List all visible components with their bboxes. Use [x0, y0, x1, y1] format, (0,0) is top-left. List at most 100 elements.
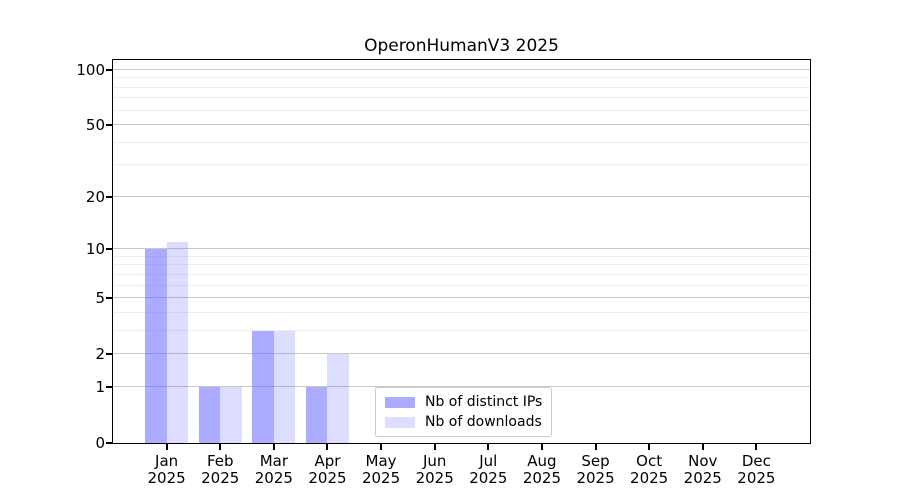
x-tick-label: Jun 2025: [395, 453, 475, 487]
minor-gridline: [113, 86, 810, 88]
x-tick-mark: [380, 444, 383, 450]
bar-ips-jan: [145, 249, 167, 443]
x-tick-label-line: 2025: [147, 469, 186, 487]
x-tick-label-line: Nov: [688, 452, 718, 470]
x-tick-label-line: Jun: [422, 452, 447, 470]
y-tick-mark: [106, 195, 112, 198]
x-tick-label: Sep 2025: [556, 453, 636, 487]
x-tick-label-line: Jul: [479, 452, 498, 470]
x-tick-label-line: 2025: [576, 469, 615, 487]
bar-downloads-feb: [220, 386, 242, 443]
x-tick-label-line: 2025: [308, 469, 347, 487]
y-tick-mark: [106, 248, 112, 251]
bar-downloads-apr: [327, 354, 349, 443]
plot-area: Nb of distinct IPs Nb of downloads: [112, 59, 811, 444]
x-tick-label: Jul 2025: [448, 453, 528, 487]
x-tick-mark: [755, 444, 758, 450]
minor-gridline: [113, 284, 810, 286]
y-tick-label: 50: [85, 116, 105, 135]
minor-gridline: [113, 329, 810, 331]
bar-ips-apr: [306, 386, 328, 443]
minor-gridline: [113, 77, 810, 79]
y-tick-label: 1: [95, 377, 105, 396]
y-tick-mark: [106, 353, 112, 356]
x-tick-label-line: 2025: [737, 469, 776, 487]
legend-swatch: [385, 396, 415, 408]
legend-item: Nb of distinct IPs: [385, 394, 542, 410]
x-tick-label: Dec 2025: [716, 453, 796, 487]
x-tick-label-line: Mar: [259, 452, 288, 470]
x-tick-label-line: Feb: [206, 452, 234, 470]
y-tick-label: 20: [85, 187, 105, 206]
minor-gridline: [113, 255, 810, 257]
x-tick-label: Oct 2025: [609, 453, 689, 487]
x-tick-mark: [648, 444, 651, 450]
x-tick-label-line: 2025: [361, 469, 401, 487]
legend-label: Nb of distinct IPs: [425, 394, 543, 410]
y-tick-mark: [106, 124, 112, 127]
x-tick-label-line: Apr: [314, 452, 341, 470]
x-tick-label-line: Dec: [741, 452, 771, 470]
x-tick-mark: [326, 444, 329, 450]
y-tick-mark: [106, 68, 112, 71]
major-gridline: [113, 353, 810, 355]
x-tick-label-line: Jan: [155, 452, 179, 470]
minor-gridline: [113, 264, 810, 266]
legend-swatch: [385, 416, 415, 428]
y-tick-label: 2: [95, 345, 105, 364]
x-tick-label: May 2025: [341, 453, 421, 487]
x-tick-mark: [594, 444, 597, 450]
x-tick-mark: [219, 444, 222, 450]
x-tick-mark: [540, 444, 543, 450]
minor-gridline: [113, 273, 810, 275]
legend: Nb of distinct IPs Nb of downloads: [375, 387, 553, 437]
y-tick-label: 0: [95, 434, 105, 452]
x-tick-mark: [487, 444, 490, 450]
chart-title: OperonHumanV3 2025: [364, 36, 559, 56]
major-gridline: [113, 68, 810, 70]
x-tick-label-line: 2025: [469, 469, 508, 487]
x-tick-label-line: 2025: [201, 469, 240, 487]
minor-gridline: [113, 141, 810, 143]
legend-item: Nb of downloads: [385, 414, 542, 430]
minor-gridline: [113, 97, 810, 99]
x-tick-mark: [272, 444, 275, 450]
x-tick-mark: [165, 444, 168, 450]
major-gridline: [113, 385, 810, 387]
y-tick-mark: [106, 442, 112, 444]
x-tick-label-line: Sep: [581, 452, 610, 470]
x-tick-label-line: 2025: [415, 469, 454, 487]
major-gridline: [113, 195, 810, 197]
x-tick-label: Aug 2025: [502, 453, 582, 487]
x-tick-label-line: Oct: [636, 452, 663, 470]
bar-downloads-jan: [166, 242, 189, 443]
major-gridline: [113, 248, 810, 250]
minor-gridline: [113, 164, 810, 166]
major-gridline: [113, 297, 810, 299]
y-tick-label: 5: [95, 289, 105, 308]
major-gridline: [113, 124, 810, 126]
y-tick-label: 10: [85, 240, 105, 259]
x-tick-label: Jan 2025: [127, 453, 207, 487]
bar-ips-mar: [252, 330, 274, 443]
x-tick-label-line: Aug: [527, 452, 557, 470]
minor-gridline: [113, 311, 810, 313]
x-tick-label-line: 2025: [522, 469, 562, 487]
y-tick-mark: [106, 297, 112, 300]
x-tick-mark: [433, 444, 436, 450]
bar-ips-feb: [198, 386, 221, 443]
bar-downloads-mar: [273, 330, 296, 443]
x-tick-label: Apr 2025: [287, 453, 367, 487]
x-tick-label: Mar 2025: [234, 453, 314, 487]
x-tick-label-line: May: [365, 452, 397, 470]
x-tick-label: Feb 2025: [180, 453, 260, 487]
x-tick-label: Nov 2025: [663, 453, 743, 487]
minor-gridline: [113, 109, 810, 111]
x-tick-label-line: 2025: [254, 469, 293, 487]
x-tick-label-line: 2025: [683, 469, 722, 487]
x-tick-mark: [701, 444, 704, 450]
legend-label: Nb of downloads: [425, 414, 542, 430]
y-tick-mark: [106, 385, 112, 388]
x-tick-label-line: 2025: [630, 469, 669, 487]
